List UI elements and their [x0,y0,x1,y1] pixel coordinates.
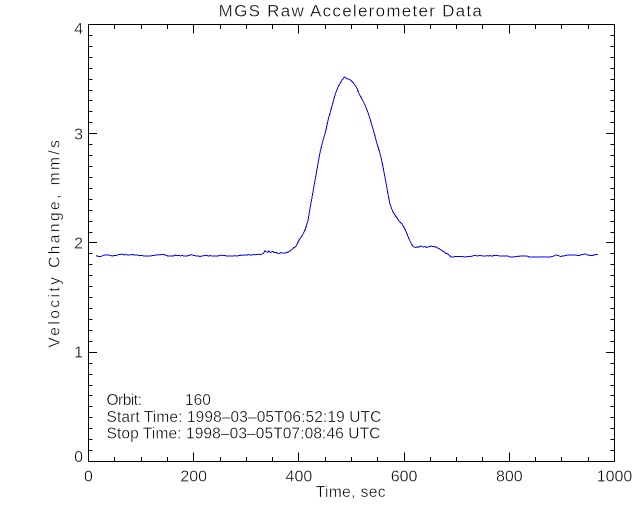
svg-text:3: 3 [74,126,83,143]
svg-text:0: 0 [74,449,83,466]
svg-text:0: 0 [84,468,93,485]
svg-text:1: 1 [74,345,83,362]
svg-text:800: 800 [496,468,523,485]
svg-text:400: 400 [286,468,313,485]
svg-text:Start Time: 1998–03–05T06:52:1: Start Time: 1998–03–05T06:52:19 UTC [107,409,382,426]
svg-text:Velocity Change, mm/s: Velocity Change, mm/s [47,138,64,348]
svg-text:160: 160 [185,392,211,409]
svg-text:MGS Raw Accelerometer Data: MGS Raw Accelerometer Data [219,2,484,21]
svg-text:Stop Time: 1998–03–05T07:08:46: Stop Time: 1998–03–05T07:08:46 UTC [107,426,381,443]
svg-text:2: 2 [74,236,83,253]
svg-text:4: 4 [74,21,83,38]
svg-text:200: 200 [180,468,207,485]
svg-text:1000: 1000 [597,468,633,485]
svg-text:Time, sec: Time, sec [316,484,386,501]
svg-text:600: 600 [391,468,418,485]
svg-text:Orbit:: Orbit: [107,392,142,409]
